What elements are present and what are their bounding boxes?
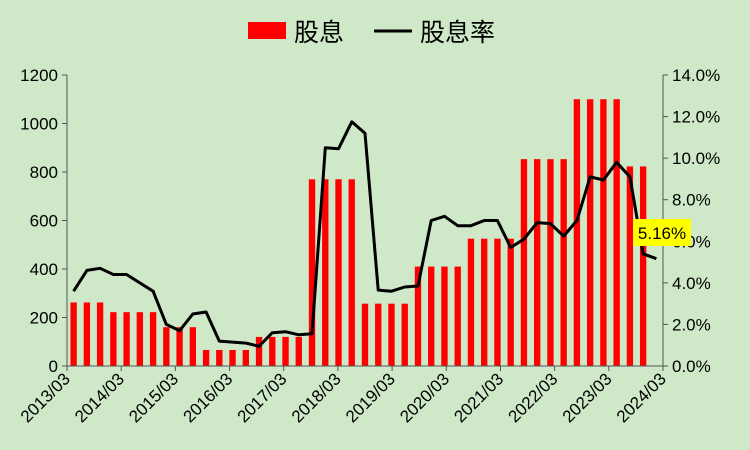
- bar-dividend-42: [626, 166, 634, 366]
- right-tick-label-5: 10.0%: [672, 149, 720, 168]
- bar-dividend-12: [229, 349, 236, 366]
- bar-dividend-6: [149, 312, 157, 366]
- right-tick-label-1: 2.0%: [672, 315, 711, 334]
- bar-dividend-2: [96, 302, 104, 366]
- bar-dividend-19: [322, 179, 329, 366]
- x-tick-label-7: 2020/03: [396, 369, 453, 426]
- bar-dividend-27: [428, 266, 435, 366]
- bar-dividend-28: [441, 266, 448, 366]
- bar-dividend-24: [388, 303, 395, 366]
- right-tick-label-6: 12.0%: [672, 108, 720, 127]
- bar-dividend-39: [586, 99, 594, 366]
- bar-dividend-36: [547, 159, 554, 366]
- left-tick-label-0: 0: [49, 357, 58, 376]
- right-tick-label-4: 8.0%: [672, 191, 711, 210]
- x-tick-label-11: 2024/03: [613, 369, 670, 426]
- bar-dividend-9: [189, 327, 197, 366]
- bar-dividend-22: [361, 303, 369, 366]
- left-tick-label-5: 1000: [20, 115, 58, 134]
- bar-dividend-11: [216, 349, 223, 366]
- right-tick-label-7: 14.0%: [672, 66, 720, 85]
- legend-swatch-dividend: [248, 22, 286, 39]
- bar-dividend-17: [295, 336, 302, 366]
- x-tick-label-6: 2019/03: [342, 369, 399, 426]
- x-tick-label-2: 2015/03: [125, 369, 182, 426]
- bar-dividend-8: [176, 327, 183, 366]
- legend: 股息 股息率: [248, 18, 495, 47]
- bar-dividend-37: [560, 159, 567, 366]
- bar-dividend-32: [494, 238, 501, 366]
- bar-dividend-3: [110, 312, 117, 366]
- bar-dividend-21: [348, 179, 355, 366]
- right-tick-label-0: 0.0%: [672, 357, 711, 376]
- bar-dividend-4: [123, 312, 130, 366]
- bar-dividend-15: [269, 336, 276, 366]
- bar-dividend-0: [70, 302, 77, 366]
- bar-dividend-35: [533, 159, 541, 366]
- x-tick-label-0: 2013/03: [17, 369, 74, 426]
- left-tick-label-2: 400: [30, 260, 58, 279]
- left-tick-label-4: 800: [30, 163, 58, 182]
- x-tick-label-1: 2014/03: [71, 369, 128, 426]
- bar-dividend-10: [202, 349, 210, 366]
- bar-dividend-34: [520, 159, 528, 366]
- left-tick-label-3: 600: [30, 212, 58, 231]
- bar-dividend-38: [573, 99, 581, 366]
- line-dividend-yield: [72, 120, 657, 348]
- bar-dividend-26: [414, 266, 422, 366]
- x-tick-label-4: 2017/03: [234, 369, 291, 426]
- bar-dividend-16: [282, 336, 289, 366]
- bar-dividend-20: [335, 179, 342, 366]
- x-tick-label-5: 2018/03: [288, 369, 345, 426]
- callout-box: [633, 219, 691, 246]
- bar-dividend-13: [242, 349, 249, 366]
- bar-dividend-25: [401, 303, 408, 366]
- bar-dividend-40: [600, 99, 607, 366]
- left-tick-label-1: 200: [30, 309, 58, 328]
- bar-dividend-23: [375, 303, 382, 366]
- bar-dividend-14: [255, 336, 263, 366]
- x-tick-label-8: 2021/03: [450, 369, 507, 426]
- bar-dividend-30: [467, 238, 475, 366]
- right-tick-label-2: 4.0%: [672, 274, 711, 293]
- x-tick-label-9: 2022/03: [505, 369, 562, 426]
- bar-dividend-31: [481, 238, 488, 366]
- bar-dividend-29: [454, 266, 461, 366]
- legend-label-dividend: 股息: [294, 18, 344, 47]
- legend-label-yield: 股息率: [420, 18, 495, 47]
- x-tick-label-10: 2023/03: [559, 369, 616, 426]
- bar-dividend-41: [613, 99, 620, 366]
- bar-dividend-7: [163, 327, 170, 366]
- bar-dividend-43: [639, 166, 647, 366]
- x-tick-label-3: 2016/03: [179, 369, 236, 426]
- bar-dividend-1: [83, 302, 91, 366]
- callout-label: 5.16%: [638, 224, 686, 243]
- bar-dividend-5: [136, 312, 144, 366]
- bar-dividend-18: [308, 179, 316, 366]
- bar-dividend-33: [507, 238, 514, 366]
- left-tick-label-6: 1200: [20, 66, 58, 85]
